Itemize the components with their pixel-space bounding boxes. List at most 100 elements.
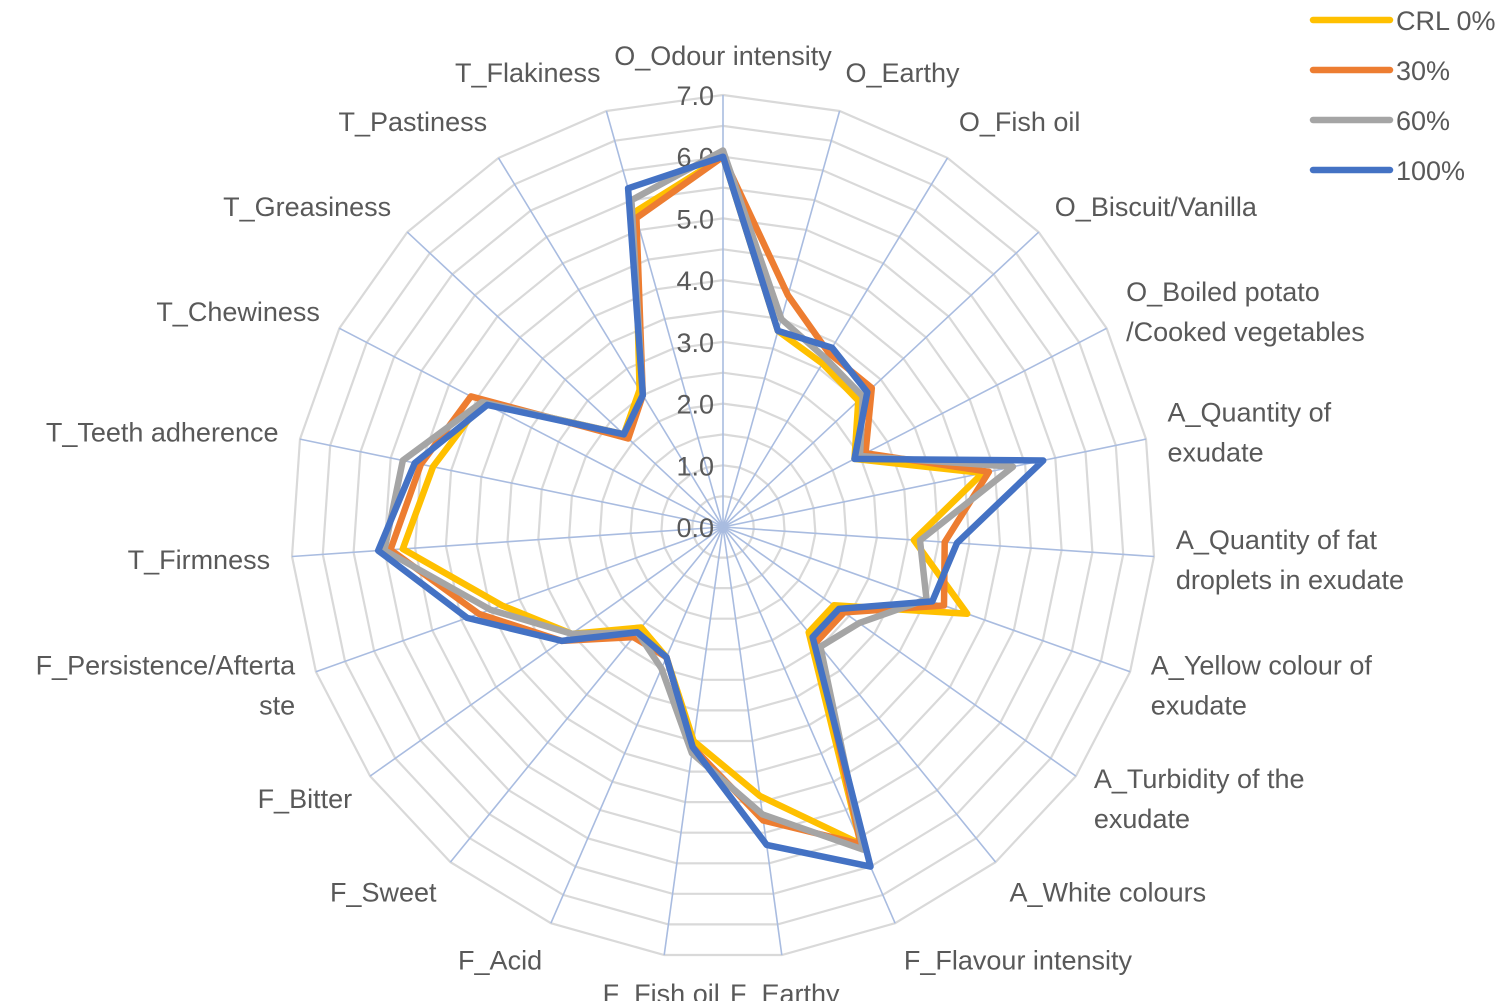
axis-label: F_Fish oil bbox=[603, 979, 720, 1001]
axis-label: O_Biscuit/Vanilla bbox=[1055, 192, 1258, 222]
axis-label: A_Quantity of exudate bbox=[1168, 397, 1332, 467]
grid-ring bbox=[506, 309, 940, 743]
spoke-line bbox=[722, 526, 1077, 777]
grid-ring bbox=[691, 494, 755, 559]
spoke-line bbox=[550, 526, 724, 924]
axis-label: O_Fish oil bbox=[959, 107, 1081, 137]
grid-ring bbox=[444, 248, 1002, 804]
tick-label: 3.0 bbox=[676, 328, 714, 358]
spoke-line bbox=[315, 526, 724, 673]
spoke-line bbox=[722, 526, 1155, 558]
axis-label: F_Acid bbox=[458, 945, 542, 975]
axis-label: A_Yellow colour of exudate bbox=[1151, 650, 1373, 720]
axis-label-line: A_Quantity of fat bbox=[1176, 525, 1378, 555]
grid-ring bbox=[413, 217, 1033, 834]
spoke-line bbox=[339, 327, 724, 528]
grid-ring bbox=[321, 124, 1125, 926]
axis-label-line: F_Bitter bbox=[258, 784, 353, 814]
axis-label: F_Sweet bbox=[330, 878, 437, 908]
spoke-line bbox=[722, 526, 997, 863]
axis-label-line: O_Odour intensity bbox=[614, 41, 832, 71]
axis-label-line: ste bbox=[259, 690, 295, 720]
spoke-line bbox=[369, 526, 724, 777]
axis-label: A_White colours bbox=[1010, 878, 1207, 908]
grid-ring bbox=[383, 186, 1063, 865]
legend-label: CRL 0% bbox=[1396, 6, 1496, 36]
axis-label-line: O_Fish oil bbox=[959, 107, 1081, 137]
axis-label: O_Earthy bbox=[846, 58, 961, 88]
axis-label-line: F_Persistence/Afterta bbox=[36, 650, 297, 680]
tick-label: 5.0 bbox=[676, 204, 714, 234]
axis-label: T_Firmness bbox=[128, 545, 271, 575]
axis-label: O_Boiled potato/Cooked vegetables bbox=[1126, 277, 1365, 347]
spoke-line bbox=[722, 231, 1040, 528]
axis-label: A_Turbidity of the exudate bbox=[1094, 764, 1305, 834]
axis-label-line: A_Yellow colour of bbox=[1151, 650, 1373, 680]
axis-label-line: T_Pastiness bbox=[339, 107, 488, 137]
axis-label-line: F_Earthy bbox=[730, 979, 840, 1001]
axis-label-line: T_Chewiness bbox=[156, 297, 320, 327]
spoke-line bbox=[605, 110, 724, 528]
legend-label: 60% bbox=[1396, 106, 1450, 136]
axis-label-line: O_Biscuit/Vanilla bbox=[1055, 192, 1258, 222]
tick-label: 0.0 bbox=[676, 513, 714, 543]
axis-label: F_Earthy bbox=[730, 979, 840, 1001]
axis-label-line: F_Flavour intensity bbox=[904, 945, 1133, 975]
spoke-line bbox=[449, 526, 724, 863]
axis-label: T_Chewiness bbox=[156, 297, 320, 327]
grid-ring bbox=[352, 155, 1094, 895]
spoke-line bbox=[722, 438, 1147, 528]
series-lines bbox=[374, 147, 1047, 870]
legend-label: 100% bbox=[1396, 156, 1465, 186]
axis-label-line: O_Earthy bbox=[846, 58, 961, 88]
axis-labels: O_Odour intensity O_Earthy O_Fish oil O_Bis… bbox=[36, 41, 1404, 1001]
axis-label: T_Pastiness bbox=[339, 107, 488, 137]
tick-label: 7.0 bbox=[676, 81, 714, 111]
axis-label-line: T_Greasiness bbox=[223, 192, 391, 222]
axis-label-line: exudate bbox=[1151, 690, 1247, 720]
spoke-line bbox=[497, 157, 724, 528]
axis-label-line: T_Flakiness bbox=[455, 58, 601, 88]
axis-label-line: O_Boiled potato bbox=[1126, 277, 1320, 307]
spoke-line bbox=[291, 526, 724, 558]
axis-label-line: F_Sweet bbox=[330, 878, 437, 908]
axis-label-line: exudate bbox=[1094, 804, 1190, 834]
axis-label-line: F_Acid bbox=[458, 945, 542, 975]
series-line bbox=[374, 153, 1047, 870]
axis-label-line: F_Fish oil bbox=[603, 979, 720, 1001]
spoke-line bbox=[722, 526, 783, 956]
axis-label: F_Bitter bbox=[258, 784, 353, 814]
axis-label: T_Flakiness bbox=[455, 58, 601, 88]
grid-ring bbox=[537, 340, 909, 712]
grid-rings bbox=[290, 93, 1156, 957]
axis-label: O_Odour intensity bbox=[614, 41, 832, 71]
tick-label: 1.0 bbox=[676, 451, 714, 481]
spoke-line bbox=[299, 438, 724, 528]
axis-label-line: T_Teeth adherence bbox=[46, 417, 279, 447]
axis-label-line: /Cooked vegetables bbox=[1126, 317, 1365, 347]
axis-label-line: A_White colours bbox=[1010, 878, 1207, 908]
axis-label-line: A_Turbidity of the bbox=[1094, 764, 1305, 794]
axis-label-line: A_Quantity of bbox=[1168, 397, 1332, 427]
axis-label: A_Quantity of fat droplets in exudate bbox=[1176, 525, 1404, 595]
tick-label: 2.0 bbox=[676, 390, 714, 420]
spoke-line bbox=[722, 157, 949, 528]
grid-ring bbox=[290, 93, 1156, 957]
legend-label: 30% bbox=[1396, 56, 1450, 86]
axis-label: T_Teeth adherence bbox=[46, 417, 279, 447]
axis-label-line: T_Firmness bbox=[128, 545, 271, 575]
tick-label: 4.0 bbox=[676, 266, 714, 296]
legend: CRL 0% 30% 60% 100% bbox=[1309, 6, 1496, 186]
axis-label: F_Flavour intensity bbox=[904, 945, 1133, 975]
spoke-line bbox=[406, 231, 724, 528]
axis-label-line: exudate bbox=[1168, 437, 1264, 467]
axis-label-line: droplets in exudate bbox=[1176, 565, 1404, 595]
grid-ring bbox=[598, 402, 848, 651]
spoke-line bbox=[722, 327, 1107, 528]
grid-ring bbox=[629, 433, 817, 620]
grid-ring bbox=[660, 464, 786, 590]
grid-spokes bbox=[291, 95, 1155, 956]
axis-label: T_Greasiness bbox=[223, 192, 391, 222]
